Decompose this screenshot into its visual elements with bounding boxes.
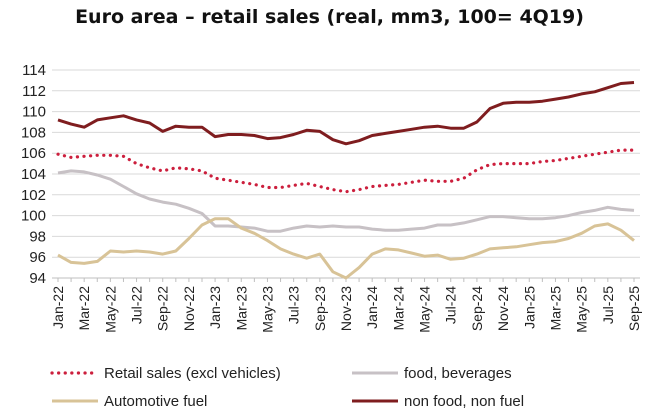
series-line-non-food-non-fuel [57,81,635,146]
x-tick-label-sep-25: Sep-25 [626,286,642,331]
y-tick-label-94: 94 [29,270,46,287]
chart-title: Euro area – retail sales (real, mm3, 100… [75,6,584,28]
x-tick-label-sep-22: Sep-22 [155,286,171,331]
x-tick-label-nov-22: Nov-22 [181,286,197,331]
x-tick-label-mar-23: Mar-23 [233,286,249,331]
legend: Retail sales (excl vehicles) food, bevera… [50,365,524,410]
series-line-food-beverages [57,169,635,233]
x-tick-label-jan-25: Jan-25 [521,286,537,329]
x-tick-label-mar-22: Mar-22 [76,286,92,331]
x-tick-label-may-23: May-23 [259,286,275,333]
x-tick-label-mar-25: Mar-25 [547,286,563,331]
y-tick-label-112: 112 [22,83,46,100]
x-tick-label-nov-23: Nov-23 [338,286,354,331]
series-line-automotive-fuel [57,217,635,280]
y-tick-label-104: 104 [21,166,46,183]
y-tick-label-114: 114 [22,62,46,79]
series-line-retail-sales-excl-vehicles [56,148,636,194]
y-axis: 94 96 98 100 102 104 106 108 110 112 114 [21,62,46,287]
x-tick-label-jan-22: Jan-22 [50,286,66,329]
x-tick-label-may-24: May-24 [417,286,433,333]
x-tick-label-may-25: May-25 [574,286,590,333]
x-tick-label-jul-23: Jul-23 [286,286,302,324]
legend-label-retail-sales-excl-vehicles: Retail sales (excl vehicles) [104,365,281,382]
x-tick-label-jan-23: Jan-23 [207,286,223,329]
y-tick-label-96: 96 [29,249,46,266]
legend-label-automotive-fuel: Automotive fuel [104,393,207,410]
x-tick-label-may-22: May-22 [102,286,118,333]
x-tick-label-jul-22: Jul-22 [129,286,145,324]
y-tick-label-100: 100 [21,208,46,225]
x-axis: Jan-22 Mar-22 May-22 Jul-22 Sep-22 Nov-22 Jan-… [50,277,642,333]
x-tick-label-jul-24: Jul-24 [443,286,459,324]
y-tick-label-110: 110 [22,104,46,121]
y-tick-label-106: 106 [21,145,46,162]
legend-label-non-food-non-fuel: non food, non fuel [404,393,524,410]
x-tick-label-nov-24: Nov-24 [495,286,511,331]
x-tick-label-jul-25: Jul-25 [600,286,616,324]
x-tick-label-jan-24: Jan-24 [364,286,380,329]
x-tick-label-sep-24: Sep-24 [469,286,485,331]
legend-label-food-beverages: food, beverages [404,365,512,382]
x-tick-label-sep-23: Sep-23 [312,286,328,331]
y-tick-label-108: 108 [21,124,46,141]
x-tick-label-mar-24: Mar-24 [390,286,406,331]
y-tick-label-98: 98 [29,228,46,245]
y-tick-label-102: 102 [21,187,46,204]
series-layer [56,81,636,280]
